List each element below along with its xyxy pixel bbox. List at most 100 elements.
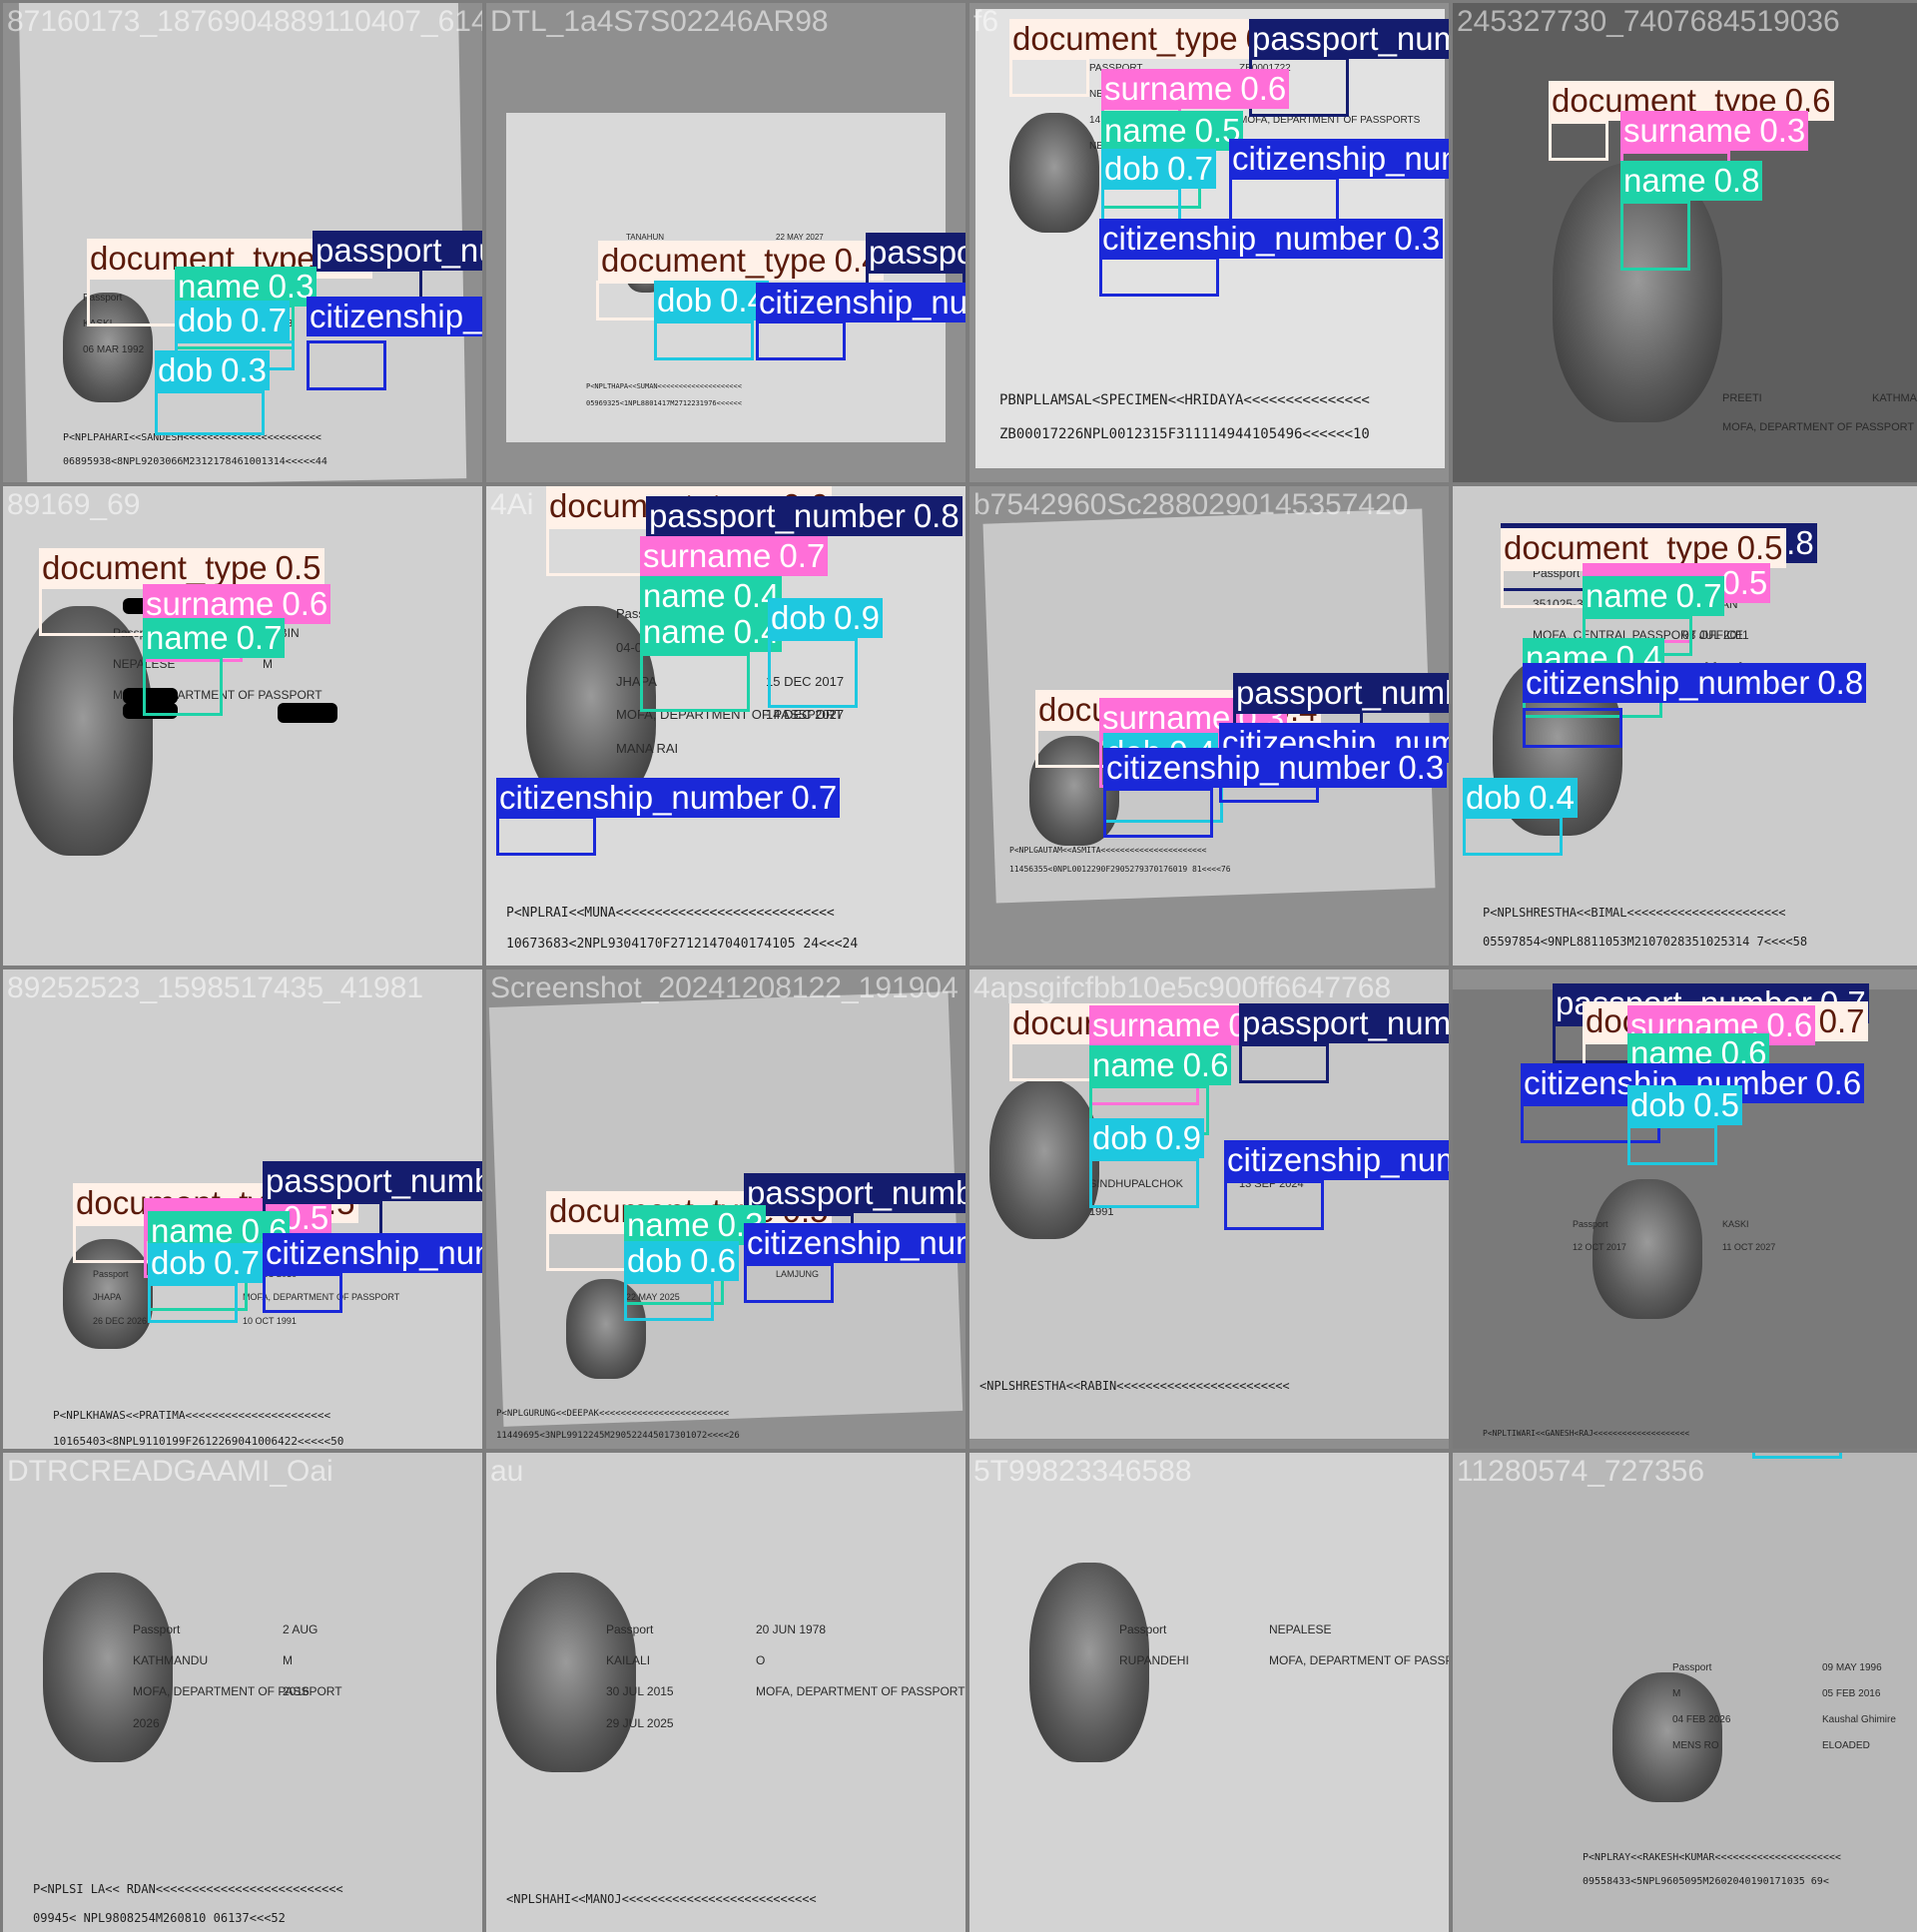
passport-field-text: 26 DEC 2026 xyxy=(93,1315,148,1326)
detection-confidence: 0.7 xyxy=(1675,577,1722,614)
passport-field-text: 2026 xyxy=(133,1715,160,1730)
mosaic-tile[interactable]: PASSPORTZB0001722NEPALI4410549614 NOV 20… xyxy=(969,3,1449,482)
mosaic-tile[interactable]: Passport NEPALESE RUPANDEHI MOFA, DEPARTMEN… xyxy=(969,1453,1449,1932)
mosaic-tile[interactable]: Passport461001-3144KASKI17 DEC 202306 MA… xyxy=(3,3,482,482)
mosaic-tile[interactable]: PassportRABINSINDHUPALCHOK13 SEP 2024199… xyxy=(969,969,1449,1449)
passport-field-text: TANAHUN xyxy=(626,233,665,242)
mosaic-tile[interactable]: PREETI KATHMANDU MOFA, DEPARTMENT OF PASSP… xyxy=(1453,3,1917,482)
passport-field-text: PASSPORT xyxy=(1089,63,1143,74)
dob-label: dob 0.5 xyxy=(1627,1085,1742,1125)
passport-field-text: ELOADED xyxy=(1822,1740,1870,1751)
dob-bbox[interactable] xyxy=(1463,816,1563,856)
citizenship-number-bbox[interactable] xyxy=(1523,708,1622,748)
dob-bbox[interactable] xyxy=(768,638,858,708)
tile-filename: f6 xyxy=(973,5,999,38)
dob-bbox[interactable] xyxy=(1089,1158,1199,1208)
mosaic-tile[interactable]: PassportNOV 1988351025-3147CHITWANMOFA, … xyxy=(1453,486,1917,966)
detection-confidence: 0.6 xyxy=(690,1242,736,1279)
detection-class: citizenship_number xyxy=(1227,1141,1449,1178)
detection-class: citizenship_number xyxy=(1106,749,1391,786)
detection-class: citizenship_number xyxy=(310,298,482,334)
passport-field-text: Passport xyxy=(1119,1622,1167,1636)
name-bbox[interactable] xyxy=(143,656,223,716)
detection-confidence: 0.3 xyxy=(268,268,315,305)
mrz-line: P<NPLKHAWAS<<PRATIMA<<<<<<<<<<<<<<<<<<<<… xyxy=(53,1409,331,1422)
mosaic-tile[interactable]: Passport17 APR 199304-01-74-10524FJHAPA1… xyxy=(486,486,965,966)
passport-field-text: Passport xyxy=(1672,1662,1712,1673)
mrz-line: P<NPLRAY<<RAKESH<KUMAR<<<<<<<<<<<<<<<<<<… xyxy=(1583,1852,1841,1863)
detection-confidence: 0.7 xyxy=(214,1244,260,1281)
citizenship-number-bbox[interactable] xyxy=(496,816,596,856)
mosaic-tile[interactable]: PassportLAMJUNG22 MAY 2025P<NPLGURUNG<<D… xyxy=(486,969,965,1449)
name-bbox[interactable] xyxy=(640,652,750,712)
passport-photo xyxy=(496,1573,636,1772)
mosaic-tile[interactable]: Passport 09 MAY 1996 M 05 FEB 2016 04 FEB 20… xyxy=(1453,1453,1917,1932)
passport-field-text: 2 AUG xyxy=(283,1622,319,1636)
detection-class: surname xyxy=(643,537,772,574)
redaction-bar xyxy=(278,703,337,723)
detection-class: dob xyxy=(1092,1119,1148,1156)
passport-field-text: Passport xyxy=(133,1622,181,1636)
citizenship-number-bbox[interactable] xyxy=(307,340,386,390)
detection-class: dob xyxy=(627,1242,683,1279)
mrz-line: P<NPLRAI<<MUNA<<<<<<<<<<<<<<<<<<<<<<<<<<… xyxy=(506,906,835,921)
detection-class: dob xyxy=(1104,150,1160,187)
document-type-bbox[interactable] xyxy=(1009,57,1089,97)
name-bbox[interactable] xyxy=(1620,201,1690,271)
passport-field-text: 05 FEB 2016 xyxy=(1822,1688,1881,1699)
mosaic-tile[interactable]: Passport 27 DEC 2016 JHAPA MOFA, DEPARTMENT… xyxy=(3,969,482,1449)
passport-photo xyxy=(1029,1563,1149,1762)
dob-bbox[interactable] xyxy=(654,321,754,360)
dob-bbox[interactable] xyxy=(148,1283,238,1323)
passport-photo xyxy=(1593,1179,1702,1319)
mosaic-tile[interactable]: Passport22 MAY 2027P<NPLGAUTAM<<ASMITA<<… xyxy=(969,486,1449,966)
passport-field-text: PREETI xyxy=(1722,392,1762,404)
citizenship-number-bbox[interactable] xyxy=(1103,788,1213,838)
citizenship-number-bbox[interactable] xyxy=(1099,257,1219,297)
passport-number-bbox[interactable] xyxy=(1239,1043,1329,1083)
mrz-line: 06895938<8NPL9203066M2312178461001314<<<… xyxy=(63,456,327,467)
passport-field-text: 03 JUL 2011 xyxy=(1682,628,1749,643)
detection-class: passport_number xyxy=(1236,674,1449,711)
detection-confidence: 0.7 xyxy=(236,619,283,656)
citizenship-number-bbox[interactable] xyxy=(1224,1180,1324,1230)
mosaic-tile[interactable]: Passport 2 AUG KATHMANDU M MOFA, DEPARTMENT … xyxy=(3,1453,482,1932)
detection-confidence: 0.6 xyxy=(1182,1046,1229,1083)
tile-filename: 89252523_1598517435_41981 xyxy=(7,971,424,1004)
passport-field-text: 11 OCT 2027 xyxy=(1722,1242,1776,1253)
citizenship-number-bbox[interactable] xyxy=(744,1263,834,1303)
dob-bbox[interactable] xyxy=(155,390,265,435)
passport-photo xyxy=(566,1279,646,1379)
citizenship-number-bbox[interactable] xyxy=(756,321,846,360)
dob-bbox[interactable] xyxy=(624,1281,714,1321)
detection-confidence: 0.7 xyxy=(779,537,826,574)
detection-confidence: 0.7 xyxy=(241,302,287,338)
passport-field-text: KASKI xyxy=(1722,1219,1749,1229)
dob-bbox[interactable] xyxy=(1752,1453,1842,1459)
passport-field-text: MOFA, DEPARTMENT OF PASSPORT xyxy=(133,1684,342,1699)
dob-label: dob 0.7 xyxy=(148,1243,263,1283)
passport-field-text: Passport xyxy=(83,293,123,304)
passport-field-text: KATHMANDU xyxy=(133,1653,209,1668)
dob-bbox[interactable] xyxy=(1627,1125,1717,1165)
detection-class: dob xyxy=(771,599,827,636)
mrz-line: 05969325<1NPL8801417M2712231976<<<<<< xyxy=(586,398,742,407)
citizenship-number-bbox[interactable] xyxy=(263,1273,342,1313)
passport-field-text: 20 JUN 1978 xyxy=(756,1622,827,1636)
mrz-line: P<NPLTHAPA<<SUMAN<<<<<<<<<<<<<<<<<<<< xyxy=(586,382,742,390)
mosaic-tile[interactable]: PassportSUBINNEPALESEMMOFA, DEPARTMENT O… xyxy=(3,486,482,966)
tile-filename: 5T99823346588 xyxy=(973,1455,1192,1488)
passport-field-text: 06 MAR 1992 xyxy=(83,344,145,355)
detection-confidence: 0.5 xyxy=(1693,1086,1739,1123)
document-type-bbox[interactable] xyxy=(1549,121,1608,161)
detection-class: passport_number xyxy=(1242,1004,1449,1041)
mosaic-tile[interactable]: Passport KASKI 12 OCT 2017 11 OCT 2027 P<NPL… xyxy=(1453,969,1917,1449)
mosaic-tile[interactable]: TANAHUN 22 MAY 2027 P<NPLTHAPA<<SUMAN<<<<<… xyxy=(486,3,965,482)
passport-field-text: Passport xyxy=(1573,1219,1608,1229)
mosaic-tile[interactable]: Passport 20 JUN 1978 KAILALI O 30 JUL 2015 MO… xyxy=(486,1453,965,1932)
